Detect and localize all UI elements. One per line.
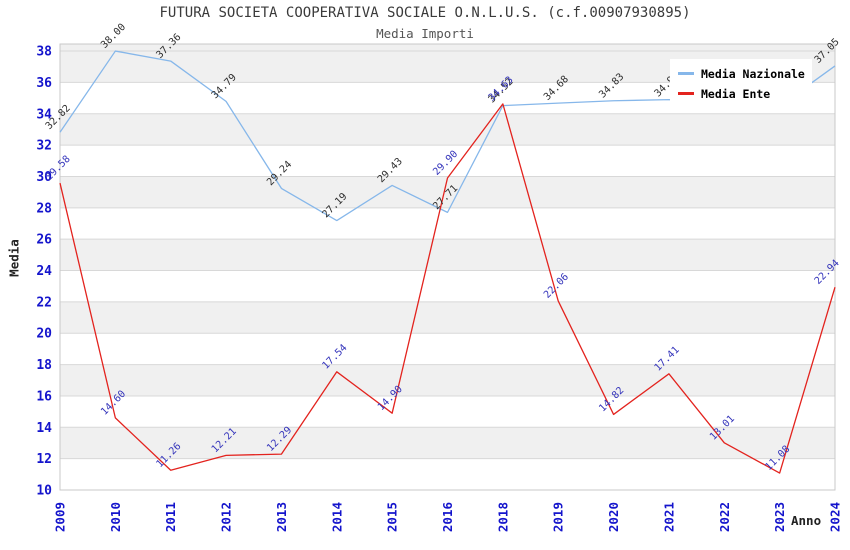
legend-line-sample-ente	[678, 92, 694, 95]
x-tick-label: 2018	[495, 502, 510, 532]
y-tick-label: 38	[36, 45, 52, 60]
background-band	[60, 301, 835, 334]
y-tick-label: 22	[36, 295, 52, 310]
legend: Media Nazionale Media Ente	[670, 59, 812, 108]
y-tick-label: 12	[36, 452, 52, 467]
line-media-ente	[59, 103, 836, 474]
x-tick-label: 2013	[274, 502, 289, 532]
legend-line-sample-nazionale	[678, 72, 694, 75]
y-tick-label: 14	[36, 421, 52, 436]
x-tick-label: 2022	[717, 502, 732, 532]
y-tick-label: 36	[36, 76, 52, 91]
background-band	[60, 113, 835, 146]
y-tick-label: 34	[36, 107, 52, 122]
x-tick-label: 2023	[772, 502, 787, 532]
chart-title: FUTURA SOCIETA COOPERATIVA SOCIALE O.N.L…	[159, 5, 691, 21]
y-tick-label: 30	[36, 170, 52, 185]
chart-subtitle: Media Importi	[376, 26, 474, 41]
background-band	[60, 427, 835, 459]
legend-item-media-ente[interactable]: Media Ente	[670, 87, 812, 101]
y-tick-label: 32	[36, 139, 52, 154]
x-tick-label: 2021	[661, 502, 676, 532]
background-band	[60, 239, 835, 271]
y-tick-label: 10	[36, 484, 52, 499]
x-axis-title: Anno	[791, 513, 822, 528]
x-tick-label: 2020	[606, 502, 621, 532]
y-tick-label: 16	[36, 389, 52, 404]
x-tick-label: 2009	[53, 502, 68, 532]
x-tick-label: 2010	[108, 502, 123, 532]
y-tick-label: 26	[36, 233, 52, 248]
x-tick-label: 2019	[551, 502, 566, 532]
legend-label-nazionale: Media Nazionale	[701, 66, 805, 81]
x-tick-label: 2015	[385, 502, 400, 532]
x-tick-label: 2014	[329, 502, 344, 532]
y-tick-label: 28	[36, 201, 52, 216]
y-tick-label: 24	[36, 264, 52, 279]
x-tick-label: 2016	[440, 502, 455, 532]
background-band	[60, 364, 835, 396]
y-tick-label: 20	[36, 327, 52, 342]
x-tick-label: 2024	[828, 502, 843, 532]
legend-label-ente: Media Ente	[701, 86, 771, 101]
x-tick-label: 2012	[219, 502, 234, 532]
legend-item-media-nazionale[interactable]: Media Nazionale	[670, 67, 812, 81]
background-band	[60, 176, 835, 208]
x-tick-label: 2011	[163, 502, 178, 532]
plot-border	[59, 43, 836, 491]
point-label-media-ente: 29.90	[431, 149, 460, 178]
y-tick-label: 18	[36, 358, 52, 373]
